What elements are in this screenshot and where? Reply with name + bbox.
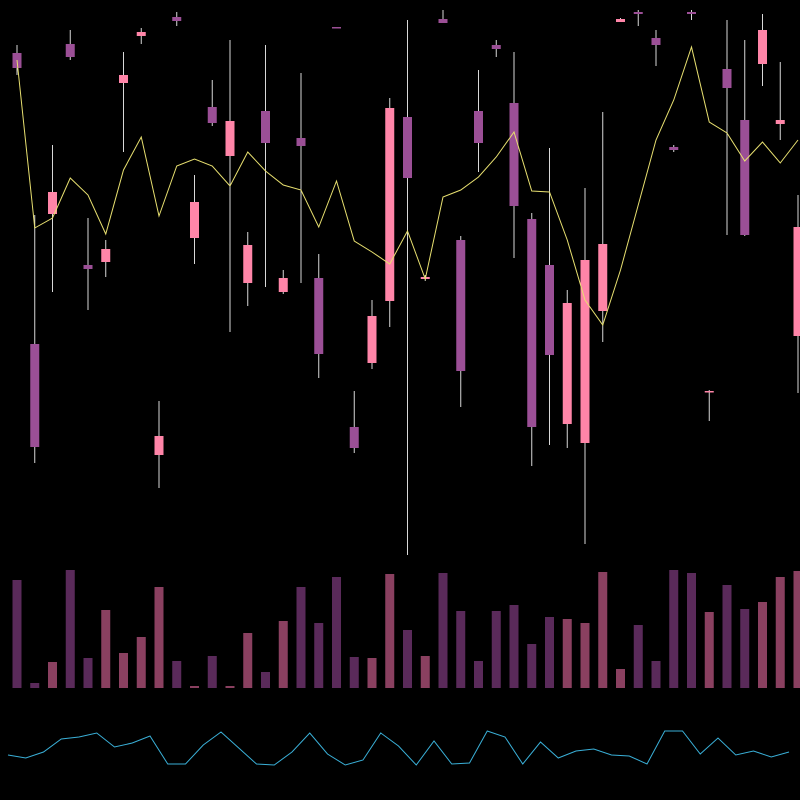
candle-body [722, 69, 732, 88]
ma-line [16, 45, 799, 327]
candle-body [101, 249, 111, 262]
candle-body [190, 202, 199, 238]
volume-bar [740, 609, 750, 688]
volume-bar [527, 644, 537, 688]
candle-body [119, 75, 128, 83]
candle-body [580, 260, 590, 443]
candle-body [30, 344, 40, 447]
candle-body [349, 427, 359, 448]
volume-bar [48, 662, 57, 688]
volume-bar [580, 623, 590, 688]
volume-bar [420, 656, 430, 688]
candle-body [598, 244, 608, 311]
volume-bar [385, 574, 395, 688]
volume-bar [687, 573, 696, 688]
candle-body [509, 103, 519, 206]
volume-bar [65, 570, 75, 688]
candle-body [154, 436, 164, 455]
volume-bar [545, 617, 554, 688]
indicator-line [7, 730, 790, 766]
volume-bar [633, 625, 643, 688]
candle-body [793, 227, 800, 336]
candle-body [243, 245, 253, 283]
candle-body [278, 278, 288, 292]
candle-body [740, 120, 750, 235]
volume-bar [296, 587, 306, 688]
volume-bar [491, 611, 501, 688]
candle-body [616, 19, 625, 22]
candle-body [225, 121, 235, 156]
volume-bar [456, 611, 466, 688]
candle-body [172, 17, 182, 21]
candle-body [687, 12, 696, 14]
volume-bar [12, 580, 22, 688]
candle-body [438, 19, 448, 23]
volume-bar [403, 630, 412, 688]
volume-bar [438, 573, 448, 688]
volume-bar [616, 669, 625, 688]
volume-bar [704, 612, 714, 688]
volume-bar [190, 686, 199, 688]
candle-body [633, 12, 643, 14]
candle-body [775, 120, 785, 124]
volume-bar [509, 605, 519, 688]
volume-bar [349, 657, 359, 688]
volume-bar [136, 637, 146, 688]
candle-body [456, 240, 466, 371]
volume-bar [30, 683, 40, 688]
candle-body [474, 111, 483, 143]
volume-bar [598, 572, 608, 688]
candle-body [314, 278, 324, 354]
candle-body [669, 147, 679, 150]
volume-bar [243, 633, 253, 688]
candle-body [704, 391, 714, 393]
candle-body [403, 117, 412, 178]
candle-body [562, 303, 572, 424]
volume-bar [775, 577, 785, 688]
volume-bar [314, 623, 324, 688]
volume-bar [332, 577, 341, 688]
volume-bar [154, 587, 164, 688]
candle-body [651, 38, 661, 45]
volume-bar [562, 619, 572, 688]
volume-bar [722, 585, 732, 688]
volume-bar [119, 653, 128, 688]
candle-body [48, 192, 57, 214]
volume-bar [83, 658, 93, 688]
volume-bar [651, 661, 661, 688]
candle-body [296, 138, 306, 146]
volume-bar [758, 602, 767, 688]
volume-bar [367, 658, 377, 688]
volume-bar [225, 686, 235, 688]
volume-bar [172, 661, 182, 688]
volume-bar [278, 621, 288, 688]
candle-body [545, 265, 554, 355]
candle-body [83, 265, 93, 269]
candle-body [332, 27, 341, 29]
candle-body [491, 45, 501, 49]
candle-body [527, 219, 537, 427]
candle-body [207, 107, 217, 123]
volume-bar [101, 610, 111, 688]
volume-bar [261, 672, 270, 688]
candle-body [385, 108, 395, 301]
candle-body [367, 316, 377, 363]
candle-body [758, 30, 767, 64]
volume-bar [669, 570, 679, 688]
volume-bar [207, 656, 217, 688]
volume-bar [474, 661, 483, 688]
volume-bar [793, 571, 800, 688]
candle-body [261, 111, 270, 143]
candle-body [136, 32, 146, 36]
candle-body [65, 44, 75, 57]
